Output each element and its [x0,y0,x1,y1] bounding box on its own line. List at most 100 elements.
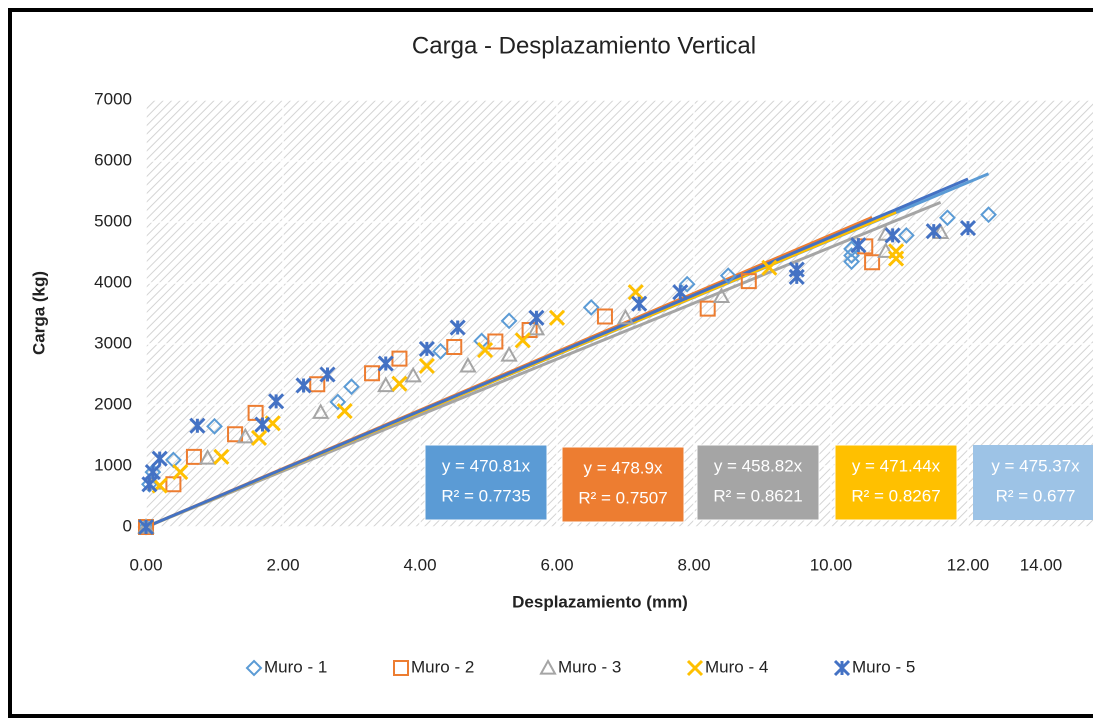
marker [254,416,271,433]
marker [236,427,255,444]
marker [404,366,422,383]
marker [582,298,600,316]
x-axis-title: Desplazamiento (mm) [512,592,688,611]
marker [319,366,336,383]
marker [877,242,895,258]
marker [268,393,285,410]
marker [343,378,360,396]
marker [699,300,716,317]
marker [309,376,326,393]
trendline-equation: y = 470.81x [442,456,531,475]
marker [446,339,463,356]
y-tick-label: 2000 [94,394,132,413]
marker [151,450,168,467]
y-tick-label: 7000 [94,89,132,108]
marker [295,377,312,394]
marker [631,295,648,312]
y-axis-title: Carga (kg) [29,271,48,355]
marker [377,376,395,393]
x-tick-label: 8.00 [677,555,710,574]
x-tick-label: 2.00 [266,555,299,574]
x-tick-label: 12.00 [947,555,990,574]
marker [213,448,230,465]
marker [172,464,189,481]
y-tick-label: 6000 [94,150,132,169]
marker [788,261,805,278]
marker [377,355,394,372]
trendline-r2: R² = 0.8267 [851,486,940,505]
marker [449,319,466,336]
marker [740,273,757,290]
marker [959,220,977,237]
marker [980,206,997,224]
marker [897,227,915,244]
marker [850,237,867,254]
x-tick-label: 4.00 [403,555,436,574]
y-tick-label: 3000 [94,333,132,352]
marker [391,350,408,367]
marker [616,308,635,325]
trendline-equation: y = 458.82x [714,456,803,475]
legend-marker [539,658,557,675]
frame [8,8,1093,718]
marker [227,426,244,443]
trendline-equation: y = 475.37x [991,456,1080,475]
x-tick-label: 14.00 [1020,555,1063,574]
trendline-equation: y = 478.9x [584,458,663,477]
marker [527,319,546,336]
legend-marker [833,659,851,677]
x-tick-label: 6.00 [540,555,573,574]
marker [888,243,905,260]
chart-title: Carga - Desplazamiento Vertical [412,32,756,59]
marker [719,267,737,285]
marker [548,309,566,326]
trendline-equation: y = 471.44x [852,456,941,475]
marker [329,393,347,411]
marker [843,247,860,264]
marker [137,518,155,536]
marker [712,287,731,304]
y-tick-label: 5000 [94,211,132,230]
legend-marker [393,660,409,676]
marker [311,403,330,419]
marker [925,223,942,240]
trendline [146,177,969,527]
marker [487,333,504,350]
legend-marker [245,659,263,677]
marker [250,429,268,447]
marker [761,259,778,276]
legend-label: Muro - 1 [264,657,327,676]
trendline-r2: R² = 0.7507 [578,488,667,507]
marker [884,227,901,244]
y-tick-label: 0 [123,516,132,535]
marker [500,312,518,330]
marker [514,332,531,349]
marker [198,449,217,465]
trendline-r2: R² = 0.7735 [441,486,530,505]
marker [864,254,881,271]
trendline-label-box [696,444,820,521]
marker [939,209,956,227]
marker [206,417,223,435]
legend-label: Muro - 3 [558,657,621,676]
trendline-label-box [834,444,958,521]
legend-label: Muro - 4 [705,657,768,676]
marker [672,284,689,301]
marker [477,342,494,359]
trendline-label-box [561,446,685,523]
trendline-label-box [424,444,548,521]
marker [418,340,435,357]
marker [843,253,860,271]
marker [141,476,158,493]
marker [391,375,408,392]
marker [189,417,206,434]
marker [336,403,353,420]
marker [500,345,518,362]
x-tick-label: 0.00 [129,555,162,574]
marker [678,275,696,293]
y-tick-label: 4000 [94,272,132,291]
y-tick-label: 1000 [94,455,132,474]
marker [596,308,613,325]
legend-label: Muro - 2 [411,657,474,676]
